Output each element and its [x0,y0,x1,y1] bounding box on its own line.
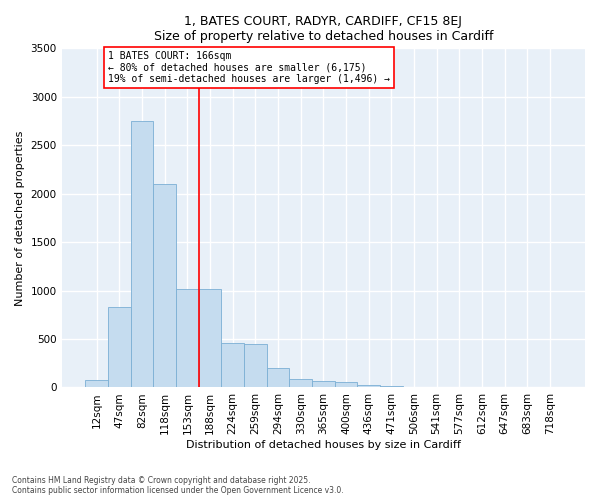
Title: 1, BATES COURT, RADYR, CARDIFF, CF15 8EJ
Size of property relative to detached h: 1, BATES COURT, RADYR, CARDIFF, CF15 8EJ… [154,15,493,43]
Bar [221,343,244,388]
Text: 1 BATES COURT: 166sqm
← 80% of detached houses are smaller (6,175)
19% of semi-d: 1 BATES COURT: 166sqm ← 80% of detached … [108,51,390,84]
Bar [335,382,358,388]
X-axis label: Distribution of detached houses by size in Cardiff: Distribution of detached houses by size … [186,440,461,450]
Bar [108,307,131,388]
Bar [244,344,266,388]
Bar [289,378,312,388]
Bar [380,386,403,388]
Bar [199,288,221,388]
Y-axis label: Number of detached properties: Number of detached properties [15,130,25,306]
Bar [312,380,335,388]
Bar [176,288,199,388]
Bar [266,368,289,388]
Bar [154,184,176,388]
Bar [85,380,108,388]
Text: Contains HM Land Registry data © Crown copyright and database right 2025.
Contai: Contains HM Land Registry data © Crown c… [12,476,344,495]
Bar [131,121,154,388]
Bar [358,385,380,388]
